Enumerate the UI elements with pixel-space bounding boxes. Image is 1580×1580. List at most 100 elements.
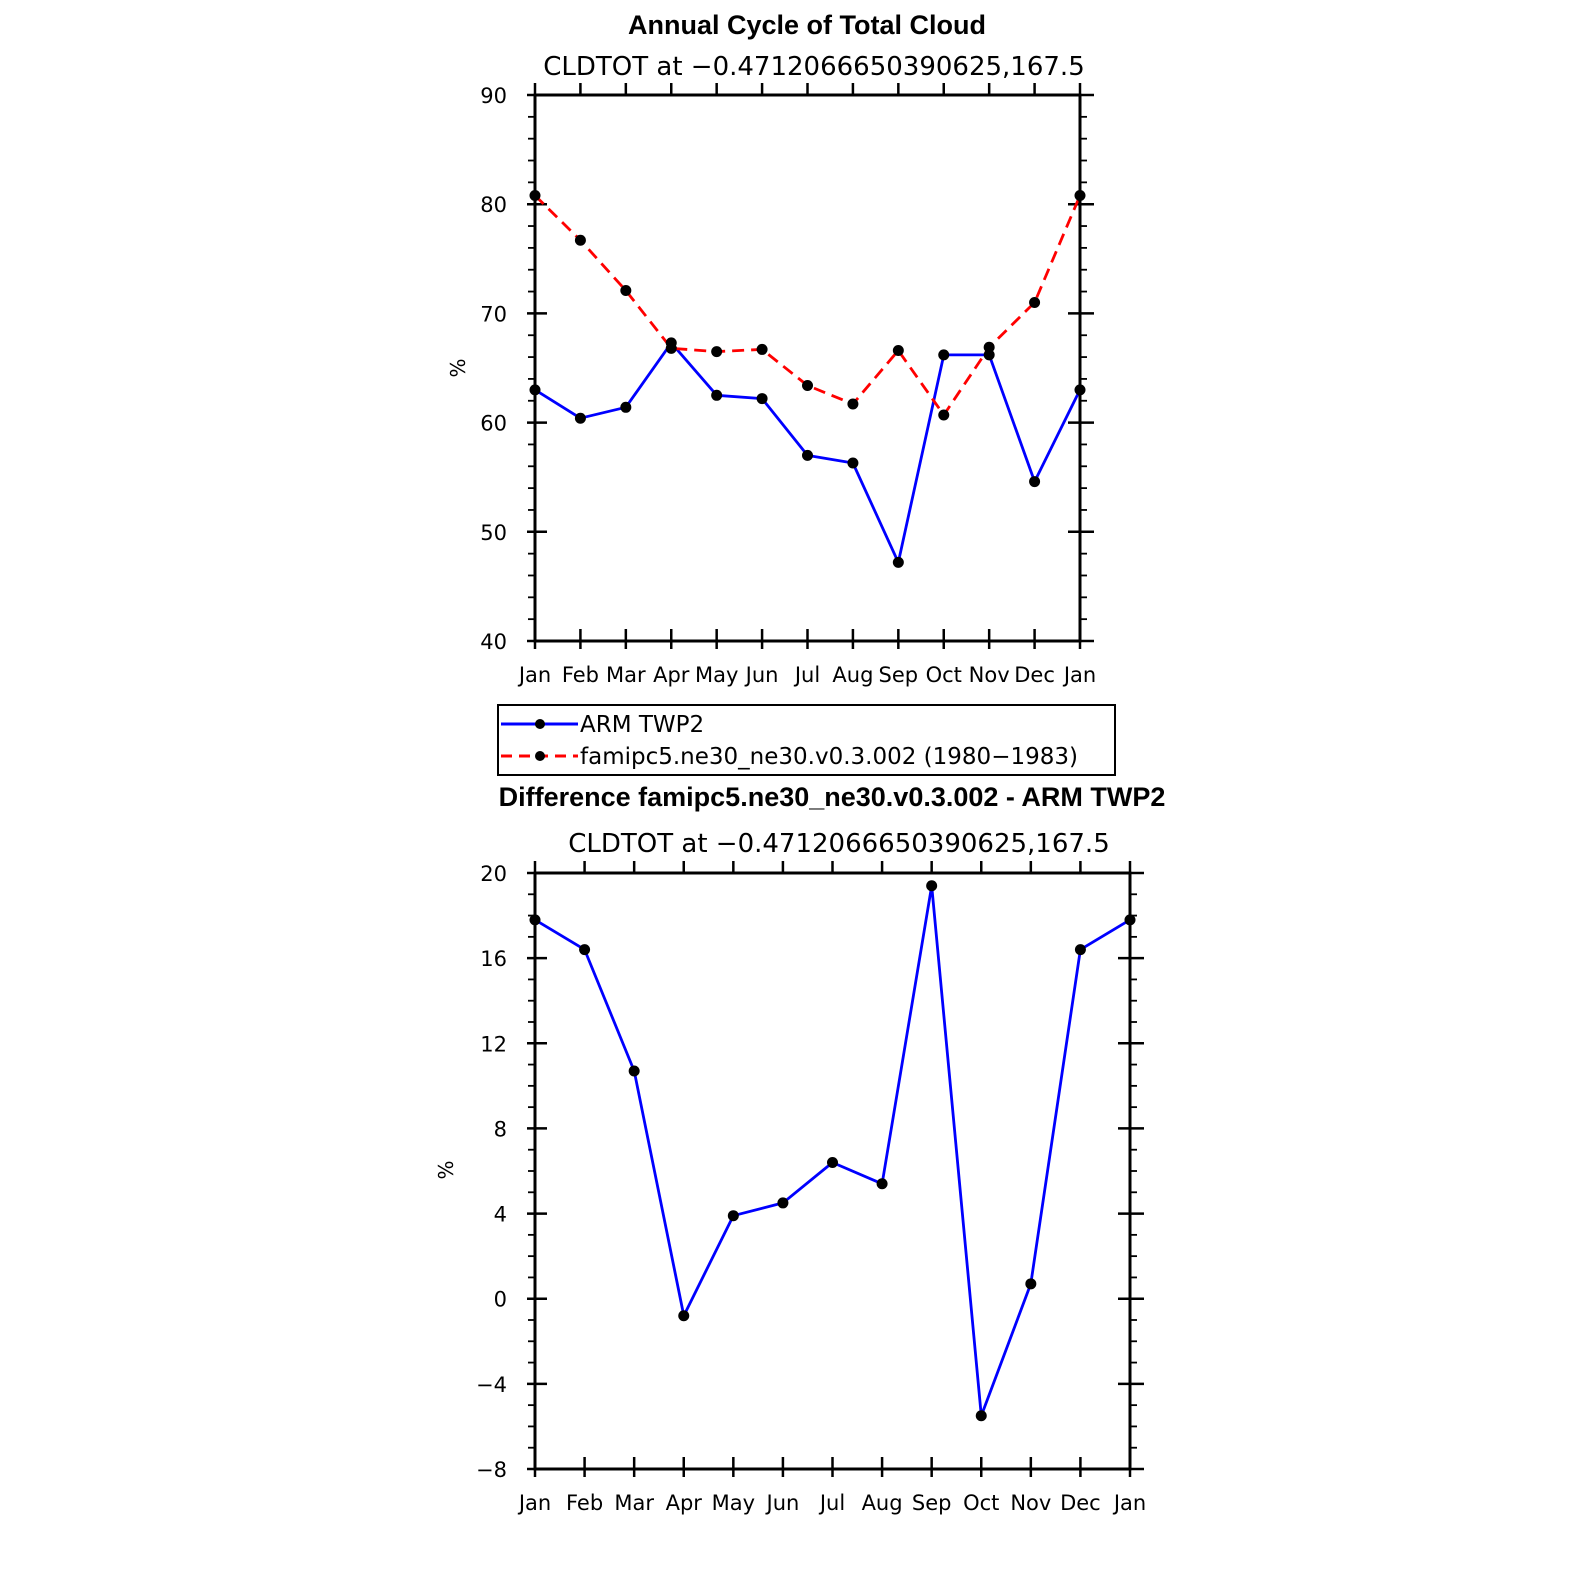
data-point bbox=[926, 880, 938, 892]
y-tick-label: 12 bbox=[480, 1032, 507, 1056]
data-point bbox=[847, 398, 859, 410]
panel1-plot-frame bbox=[533, 93, 1082, 643]
data-point bbox=[665, 342, 677, 354]
panel2-x-tick-labels: Jan Feb Mar Apr May Jun Jul Aug Sep Oct Nov Dec Jan bbox=[517, 1491, 1146, 1515]
annual-cycle-panel: Annual Cycle of Total Cloud CLDTOT at −0… bbox=[446, 10, 1096, 687]
data-point bbox=[574, 234, 586, 246]
y-tick-label: 60 bbox=[480, 412, 507, 436]
data-point bbox=[711, 389, 723, 401]
panel1-series-points bbox=[529, 189, 1086, 568]
x-tick-label: Apr bbox=[653, 663, 690, 687]
panel1-subtitle: CLDTOT at −0.4712066650390625,167.5 bbox=[543, 52, 1085, 82]
data-point bbox=[756, 343, 768, 355]
panel1-minor-ticks bbox=[528, 115, 1087, 621]
panel1-series-lines bbox=[534, 194, 1082, 564]
y-tick-label: 4 bbox=[494, 1203, 507, 1227]
data-point bbox=[727, 1210, 739, 1222]
data-point bbox=[983, 349, 995, 361]
x-tick-label: Dec bbox=[1060, 1491, 1101, 1515]
panel2-ylabel: % bbox=[434, 1160, 458, 1179]
data-point bbox=[827, 1156, 838, 1168]
x-tick-label: Apr bbox=[666, 1491, 703, 1515]
data-point bbox=[1025, 1278, 1037, 1290]
x-tick-label: Nov bbox=[969, 663, 1010, 687]
panel2-title: Difference famipc5.ne30_ne30.v0.3.002 - … bbox=[499, 782, 1166, 812]
x-tick-label: May bbox=[695, 663, 738, 687]
data-point bbox=[892, 345, 904, 357]
data-point bbox=[628, 1065, 640, 1077]
data-point bbox=[579, 944, 591, 956]
x-tick-label: May bbox=[712, 1491, 755, 1515]
x-tick-label: Oct bbox=[926, 663, 962, 687]
x-tick-label: Sep bbox=[879, 663, 919, 687]
legend: ARM TWP2 famipc5.ne30_ne30.v0.3.002 (198… bbox=[497, 704, 1116, 776]
panel2-y-tick-labels: −8 −4 0 4 8 12 16 20 bbox=[476, 862, 507, 1482]
legend-model-label: famipc5.ne30_ne30.v0.3.002 (1980−1983) bbox=[580, 744, 1078, 770]
x-tick-label: Feb bbox=[566, 1491, 603, 1515]
data-point bbox=[802, 379, 813, 391]
x-tick-label: Jun bbox=[744, 663, 779, 687]
x-tick-label: Jan bbox=[1112, 1491, 1146, 1515]
panel2-plot-frame bbox=[533, 871, 1132, 1471]
data-point bbox=[983, 341, 995, 353]
x-tick-label: Mar bbox=[606, 663, 646, 687]
legend-box bbox=[497, 704, 1116, 776]
panel1-title: Annual Cycle of Total Cloud bbox=[628, 10, 986, 40]
data-point bbox=[975, 1410, 987, 1422]
x-tick-label: Sep bbox=[912, 1491, 952, 1515]
legend-model-marker bbox=[535, 751, 545, 761]
data-point bbox=[620, 284, 632, 296]
y-tick-label: 50 bbox=[480, 521, 507, 545]
data-point bbox=[678, 1310, 690, 1322]
x-tick-label: Jan bbox=[517, 663, 551, 687]
legend-arm-marker bbox=[535, 719, 545, 729]
x-tick-label: Nov bbox=[1010, 1491, 1051, 1515]
x-tick-label: Jan bbox=[1062, 663, 1096, 687]
y-tick-label: 8 bbox=[494, 1117, 507, 1141]
panel2-subtitle: CLDTOT at −0.4712066650390625,167.5 bbox=[568, 829, 1110, 859]
y-tick-label: 0 bbox=[494, 1288, 507, 1312]
data-point bbox=[756, 393, 768, 405]
data-point bbox=[620, 401, 632, 413]
data-point bbox=[938, 409, 950, 421]
x-tick-label: Aug bbox=[862, 1491, 903, 1515]
y-tick-label: 20 bbox=[480, 862, 507, 886]
data-point bbox=[1074, 944, 1086, 956]
y-tick-label: 90 bbox=[480, 84, 507, 108]
y-tick-label: 16 bbox=[480, 947, 507, 971]
panel2-minor-ticks bbox=[528, 893, 1137, 1449]
panel2-series-points bbox=[529, 880, 1136, 1422]
x-tick-label: Oct bbox=[963, 1491, 999, 1515]
data-point bbox=[574, 412, 586, 424]
y-tick-label: 40 bbox=[480, 630, 507, 654]
panel2-major-ticks bbox=[527, 861, 1144, 1477]
y-tick-label: 80 bbox=[480, 193, 507, 217]
x-tick-label: Jan bbox=[517, 1491, 551, 1515]
y-tick-label: −8 bbox=[476, 1458, 507, 1482]
panel1-x-tick-labels: Jan Feb Mar Apr May Jun Jul Aug Sep Oct Nov Dec Jan bbox=[517, 663, 1096, 687]
x-tick-label: Dec bbox=[1014, 663, 1055, 687]
panel1-ylabel: % bbox=[446, 358, 470, 377]
y-tick-label: −4 bbox=[476, 1373, 507, 1397]
series-line-0 bbox=[534, 884, 1131, 1418]
panel2-series-lines bbox=[534, 884, 1131, 1418]
data-point bbox=[1029, 476, 1041, 488]
panel1-major-ticks bbox=[527, 83, 1094, 649]
data-point bbox=[876, 1178, 888, 1190]
x-tick-label: Jul bbox=[818, 1491, 845, 1515]
data-point bbox=[777, 1197, 789, 1209]
panel1-y-tick-labels: 40 50 60 70 80 90 bbox=[480, 84, 507, 654]
data-point bbox=[938, 349, 950, 361]
x-tick-label: Feb bbox=[562, 663, 599, 687]
data-point bbox=[847, 457, 859, 469]
legend-arm-label: ARM TWP2 bbox=[580, 712, 704, 738]
x-tick-label: Jul bbox=[793, 663, 820, 687]
data-point bbox=[711, 346, 723, 358]
data-point bbox=[1029, 296, 1041, 308]
difference-panel: Difference famipc5.ne30_ne30.v0.3.002 - … bbox=[434, 782, 1165, 1515]
x-tick-label: Jun bbox=[765, 1491, 800, 1515]
data-point bbox=[892, 556, 904, 568]
data-point bbox=[802, 449, 813, 461]
x-tick-label: Aug bbox=[832, 663, 873, 687]
